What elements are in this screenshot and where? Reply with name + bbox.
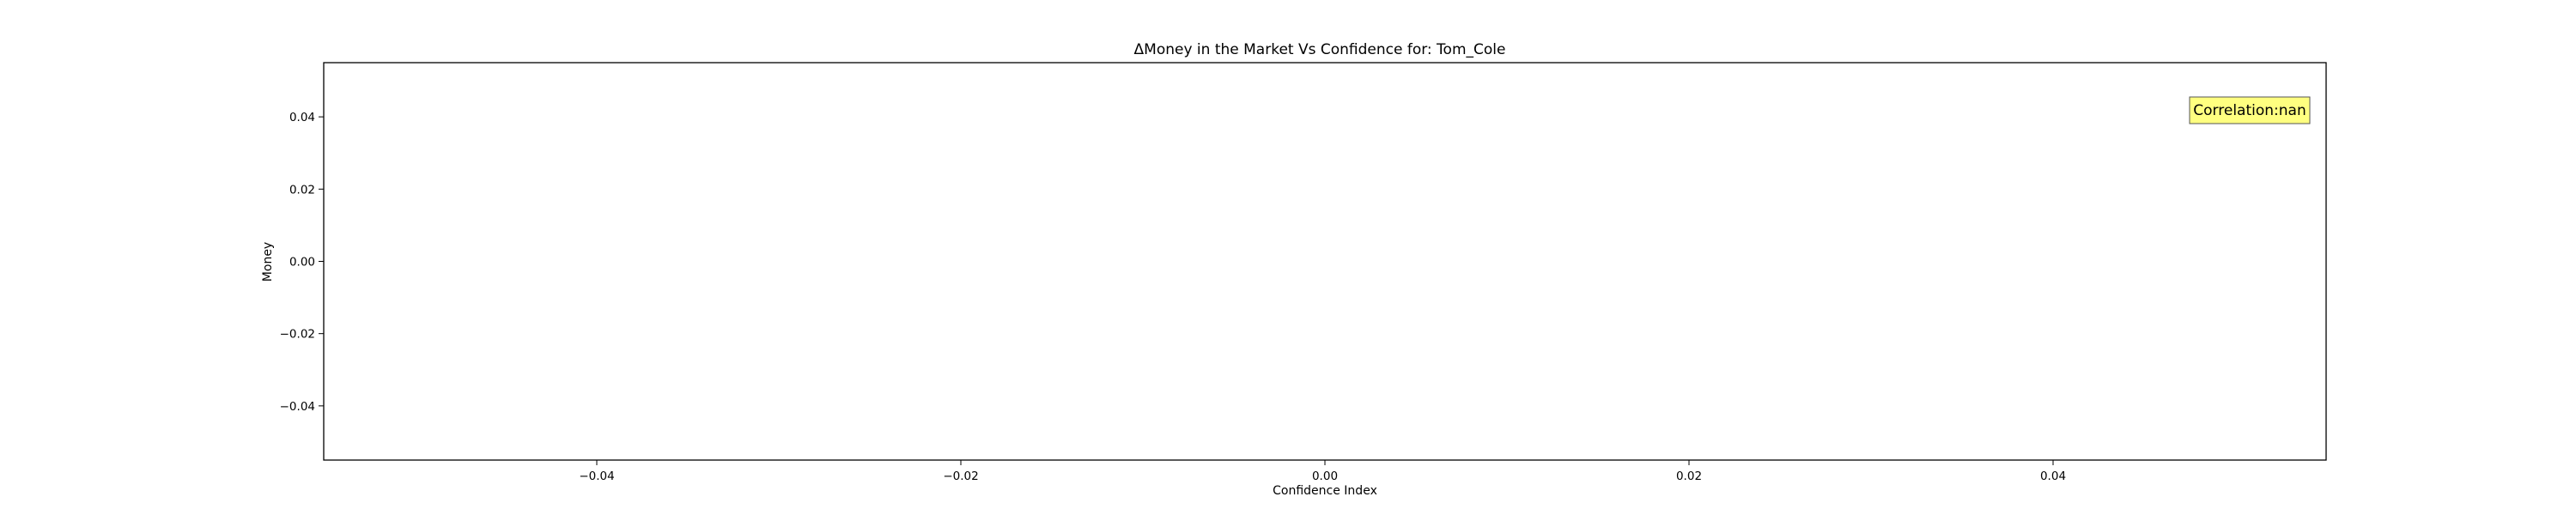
- correlation-annotation-text: Correlation:nan: [2193, 102, 2306, 119]
- correlation-annotation: Correlation:nan: [2189, 96, 2311, 124]
- y-tick-label: 0.02: [289, 183, 315, 197]
- x-tick-label: −0.02: [943, 470, 978, 483]
- y-tick-label: 0.04: [289, 111, 315, 124]
- x-axis: −0.04 −0.02 0.00 0.02 0.04: [579, 460, 2066, 483]
- y-tick-label: −0.02: [280, 328, 315, 342]
- plot-area: [323, 62, 2327, 461]
- correlation-annotation-box: [2189, 96, 2311, 124]
- x-axis-label: Confidence Index: [1273, 484, 1377, 498]
- x-tick-label: 0.02: [1676, 470, 1702, 483]
- x-tick-label: 0.04: [2040, 470, 2066, 483]
- y-axis: −0.04 −0.02 0.00 0.02 0.04: [280, 111, 324, 414]
- y-tick-label: −0.04: [280, 400, 315, 414]
- y-tick-label: 0.00: [289, 256, 315, 270]
- x-tick-label: 0.00: [1312, 470, 1338, 483]
- x-tick-label: −0.04: [579, 470, 614, 483]
- chart-title: ΔMoney in the Market Vs Confidence for: …: [1134, 41, 1506, 58]
- y-axis-label: Money: [261, 242, 275, 282]
